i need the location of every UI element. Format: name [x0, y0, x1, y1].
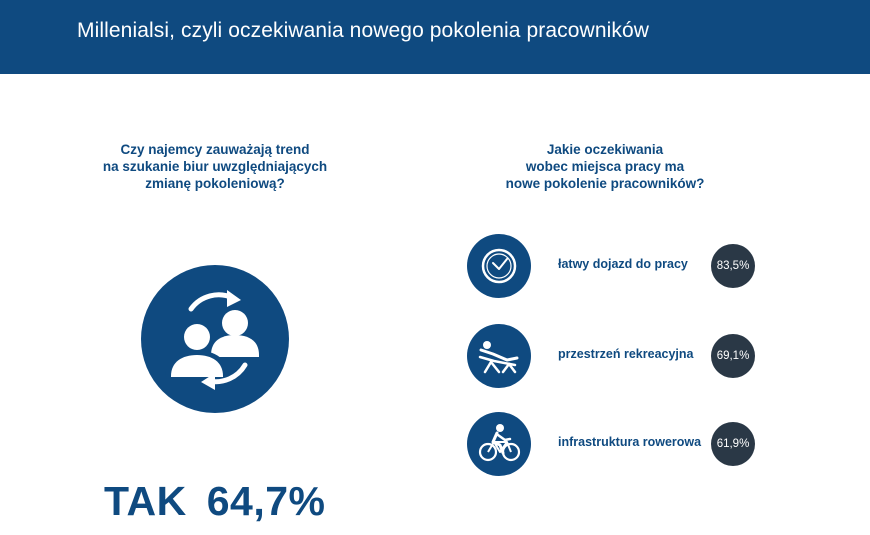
left-question: Czy najemcy zauważają trend na szukanie …	[70, 141, 360, 192]
right-question: Jakie oczekiwania wobec miejsca pracy ma…	[455, 141, 755, 192]
expectation-label: przestrzeń rekreacyjna	[558, 347, 694, 361]
people-exchange-icon	[141, 265, 289, 413]
expectation-value-badge: 61,9%	[711, 422, 755, 466]
lounge-chair-icon	[467, 324, 531, 388]
expectation-value-badge: 69,1%	[711, 334, 755, 378]
left-question-line: na szukanie biur uwzględniających	[102, 159, 328, 174]
right-question-line: wobec miejsca pracy ma	[525, 159, 685, 174]
clock-icon	[467, 234, 531, 298]
right-question-line: Jakie oczekiwania	[546, 142, 664, 157]
expectation-row-commute: łatwy dojazd do pracy 83,5%	[467, 234, 767, 298]
bicycle-icon	[467, 412, 531, 476]
left-question-line: zmianę pokoleniową?	[145, 176, 285, 191]
header-bar: Millenialsi, czyli oczekiwania nowego po…	[0, 0, 870, 74]
expectation-row-bicycle: infrastruktura rowerowa 61,9%	[467, 412, 767, 476]
expectation-label: infrastruktura rowerowa	[558, 435, 702, 449]
result-answer: TAK 64,7%	[104, 478, 326, 525]
page-title: Millenialsi, czyli oczekiwania nowego po…	[77, 19, 650, 42]
result-percent: 64,7%	[206, 478, 326, 524]
right-question-line: nowe pokolenie pracowników?	[505, 176, 705, 191]
expectation-value-badge: 83,5%	[711, 244, 755, 288]
left-question-line: Czy najemcy zauważają trend	[120, 142, 310, 157]
expectation-row-recreation: przestrzeń rekreacyjna 69,1%	[467, 324, 767, 388]
result-answer-word: TAK	[104, 478, 187, 524]
expectation-label: łatwy dojazd do pracy	[558, 257, 688, 271]
